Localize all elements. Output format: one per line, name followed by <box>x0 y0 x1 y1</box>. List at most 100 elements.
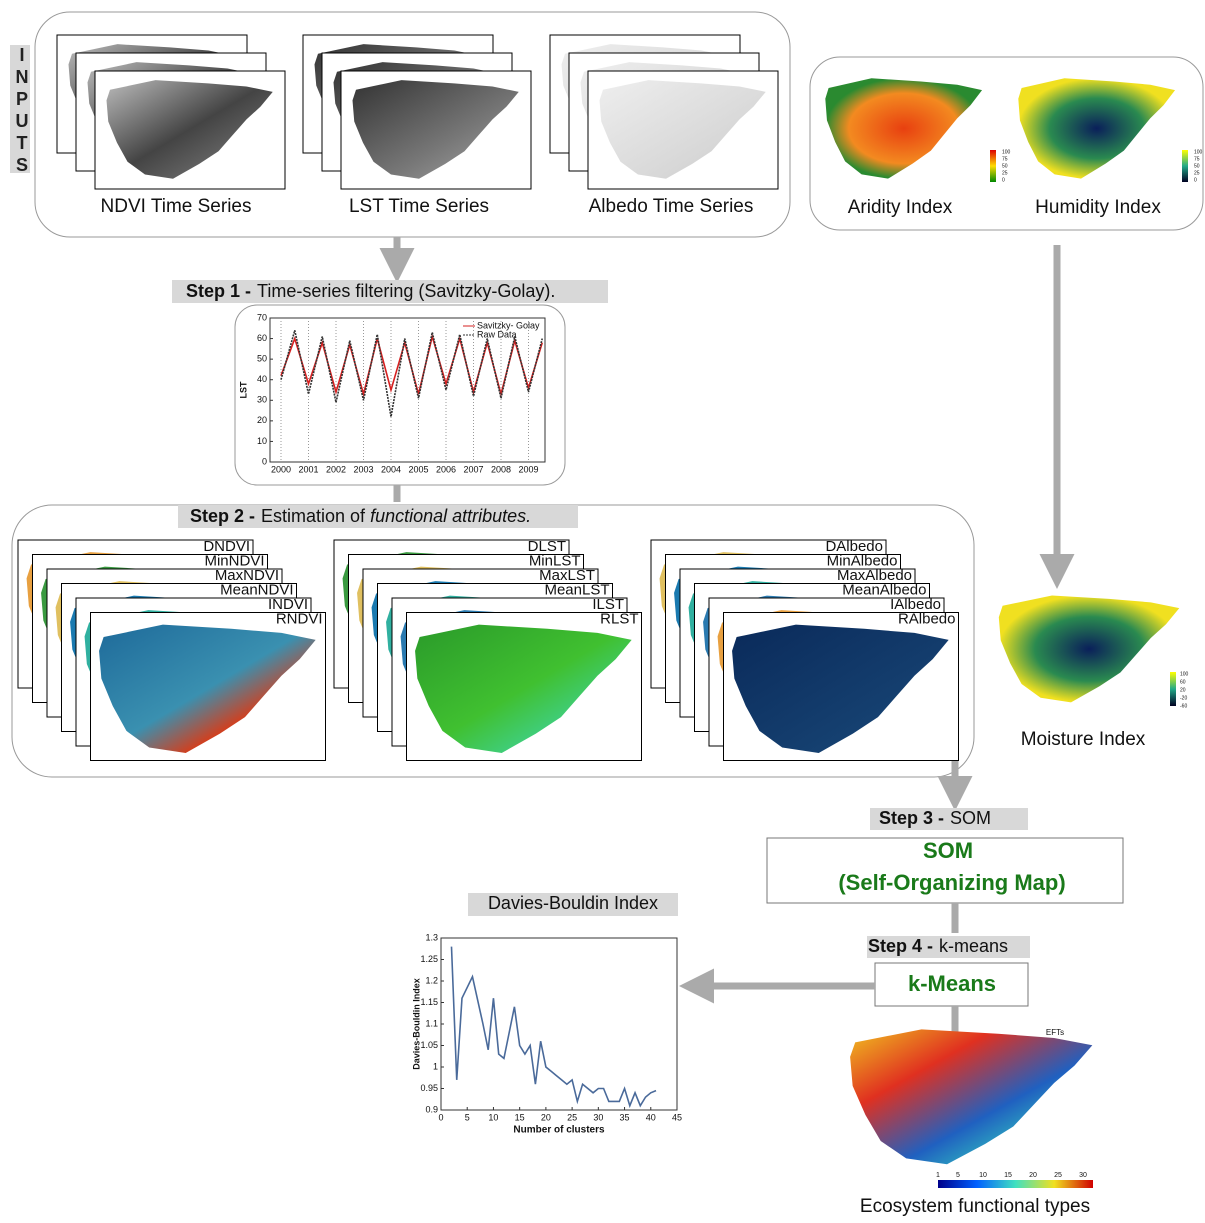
step-number: Step 1 - <box>186 281 251 301</box>
input-label: LST Time Series <box>349 196 489 217</box>
x-tick-label: 2003 <box>353 464 373 474</box>
y-tick-label: 10 <box>257 436 267 446</box>
x-tick-label: 2001 <box>298 464 318 474</box>
colorbar-tick: 20 <box>1029 1172 1037 1179</box>
y-tick-label: 50 <box>257 354 267 364</box>
step-text: Time-series filtering (Savitzky-Golay). <box>257 281 555 301</box>
kmeans-label: k-Means <box>908 971 996 996</box>
colorbar-tick: 30 <box>1079 1172 1087 1179</box>
x-tick-label: 20 <box>541 1112 551 1122</box>
step-text: k-means <box>939 936 1008 956</box>
eft-caption: Ecosystem functional types <box>860 1196 1090 1217</box>
x-tick-label: 35 <box>620 1112 630 1122</box>
x-tick-label: 0 <box>438 1112 443 1122</box>
y-axis-label: LST <box>238 381 248 399</box>
y-tick-label: 1.2 <box>425 975 438 985</box>
y-axis-label: Davies-Bouldin Index <box>411 978 421 1070</box>
moisture-map <box>999 595 1180 702</box>
index-label: Humidity Index <box>1035 197 1161 218</box>
x-tick-label: 40 <box>646 1112 656 1122</box>
colorbar-tick: 100 <box>1002 149 1011 155</box>
colorbar-tick: 15 <box>1004 1172 1012 1179</box>
colorbar-tick: -60 <box>1180 703 1187 709</box>
x-tick-label: 2004 <box>381 464 401 474</box>
x-tick-label: 10 <box>488 1112 498 1122</box>
eft-colorbar <box>938 1180 1093 1188</box>
y-tick-label: 1 <box>433 1061 438 1071</box>
moisture-label: Moisture Index <box>1021 729 1146 750</box>
x-tick-label: 45 <box>672 1112 682 1122</box>
x-tick-label: 25 <box>567 1112 577 1122</box>
x-tick-label: 2007 <box>463 464 483 474</box>
colorbar-tick: 20 <box>1180 687 1186 693</box>
colorbar-tick: 1 <box>936 1172 940 1179</box>
step-text: SOM <box>950 808 991 828</box>
colorbar-tick: 25 <box>1194 170 1200 176</box>
eft-map <box>850 1029 1092 1164</box>
attribute-label: RNDVI <box>276 610 323 627</box>
y-tick-label: 1.05 <box>420 1040 438 1050</box>
y-tick-label: 30 <box>257 395 267 405</box>
y-tick-label: 20 <box>257 415 267 425</box>
colorbar-tick: 75 <box>1002 156 1008 162</box>
aridity-colorbar <box>990 150 996 182</box>
eft-title: EFTs <box>1046 1028 1064 1037</box>
index-label: Aridity Index <box>848 197 953 218</box>
diagram: INPUTS NDVI Time Series LST Time Series Al… <box>0 0 1205 1218</box>
x-tick-label: 2009 <box>518 464 538 474</box>
x-tick-label: 2002 <box>326 464 346 474</box>
y-tick-label: 40 <box>257 374 267 384</box>
colorbar-tick: 0 <box>1002 177 1005 183</box>
som-subtitle: (Self-Organizing Map) <box>838 870 1065 895</box>
y-tick-label: 1.1 <box>425 1018 438 1028</box>
input-label: Albedo Time Series <box>589 196 754 217</box>
step-label: Step 2 - Estimation of functional attribu… <box>190 506 531 526</box>
attribute-label: RAlbedo <box>898 610 956 627</box>
inputs-fo: INPUTS <box>8 45 32 175</box>
moisture-colorbar <box>1170 672 1176 706</box>
inputs-label: INPUTS <box>11 45 32 175</box>
step-number: Step 3 - <box>879 808 944 828</box>
colorbar-tick: 100 <box>1180 671 1189 677</box>
x-tick-label: 15 <box>515 1112 525 1122</box>
colorbar-tick: 10 <box>979 1172 987 1179</box>
y-tick-label: 70 <box>257 312 267 322</box>
input-label: NDVI Time Series <box>101 196 252 217</box>
db-title: Davies-Bouldin Index <box>488 893 658 913</box>
colorbar-tick: 5 <box>956 1172 960 1179</box>
step-label: Step 3 - SOM <box>879 808 991 828</box>
colorbar-tick: 50 <box>1194 163 1200 169</box>
colorbar-tick: 75 <box>1194 156 1200 162</box>
y-tick-label: 0.95 <box>420 1083 438 1093</box>
colorbar-tick: 60 <box>1180 679 1186 685</box>
legend-label: Raw Data <box>477 329 517 339</box>
y-tick-label: 1.25 <box>420 954 438 964</box>
step-emph: functional attributes. <box>370 506 531 526</box>
colorbar-tick: 25 <box>1054 1172 1062 1179</box>
colorbar-tick: -20 <box>1180 695 1187 701</box>
colorbar-tick: 25 <box>1002 170 1008 176</box>
y-tick-label: 0 <box>262 456 267 466</box>
x-tick-label: 30 <box>593 1112 603 1122</box>
x-tick-label: 5 <box>465 1112 470 1122</box>
y-tick-label: 1.3 <box>425 932 438 942</box>
y-tick-label: 1.15 <box>420 997 438 1007</box>
x-tick-label: 2008 <box>491 464 511 474</box>
colorbar-tick: 100 <box>1194 149 1203 155</box>
humidity-colorbar <box>1182 150 1188 182</box>
som-title: SOM <box>923 838 973 863</box>
x-tick-label: 2000 <box>271 464 291 474</box>
y-tick-label: 60 <box>257 333 267 343</box>
series-line <box>451 947 656 1106</box>
x-axis-label: Number of clusters <box>513 1125 605 1136</box>
step-label: Step 1 - Time-series filtering (Savitzky-… <box>186 281 555 301</box>
y-tick-label: 0.9 <box>425 1104 438 1114</box>
colorbar-tick: 0 <box>1194 177 1197 183</box>
colorbar-tick: 50 <box>1002 163 1008 169</box>
step-text: Estimation of <box>261 506 370 526</box>
step-number: Step 4 - <box>868 936 933 956</box>
plot-area <box>441 938 677 1110</box>
x-tick-label: 2006 <box>436 464 456 474</box>
x-tick-label: 2005 <box>408 464 428 474</box>
step-number: Step 2 - <box>190 506 255 526</box>
